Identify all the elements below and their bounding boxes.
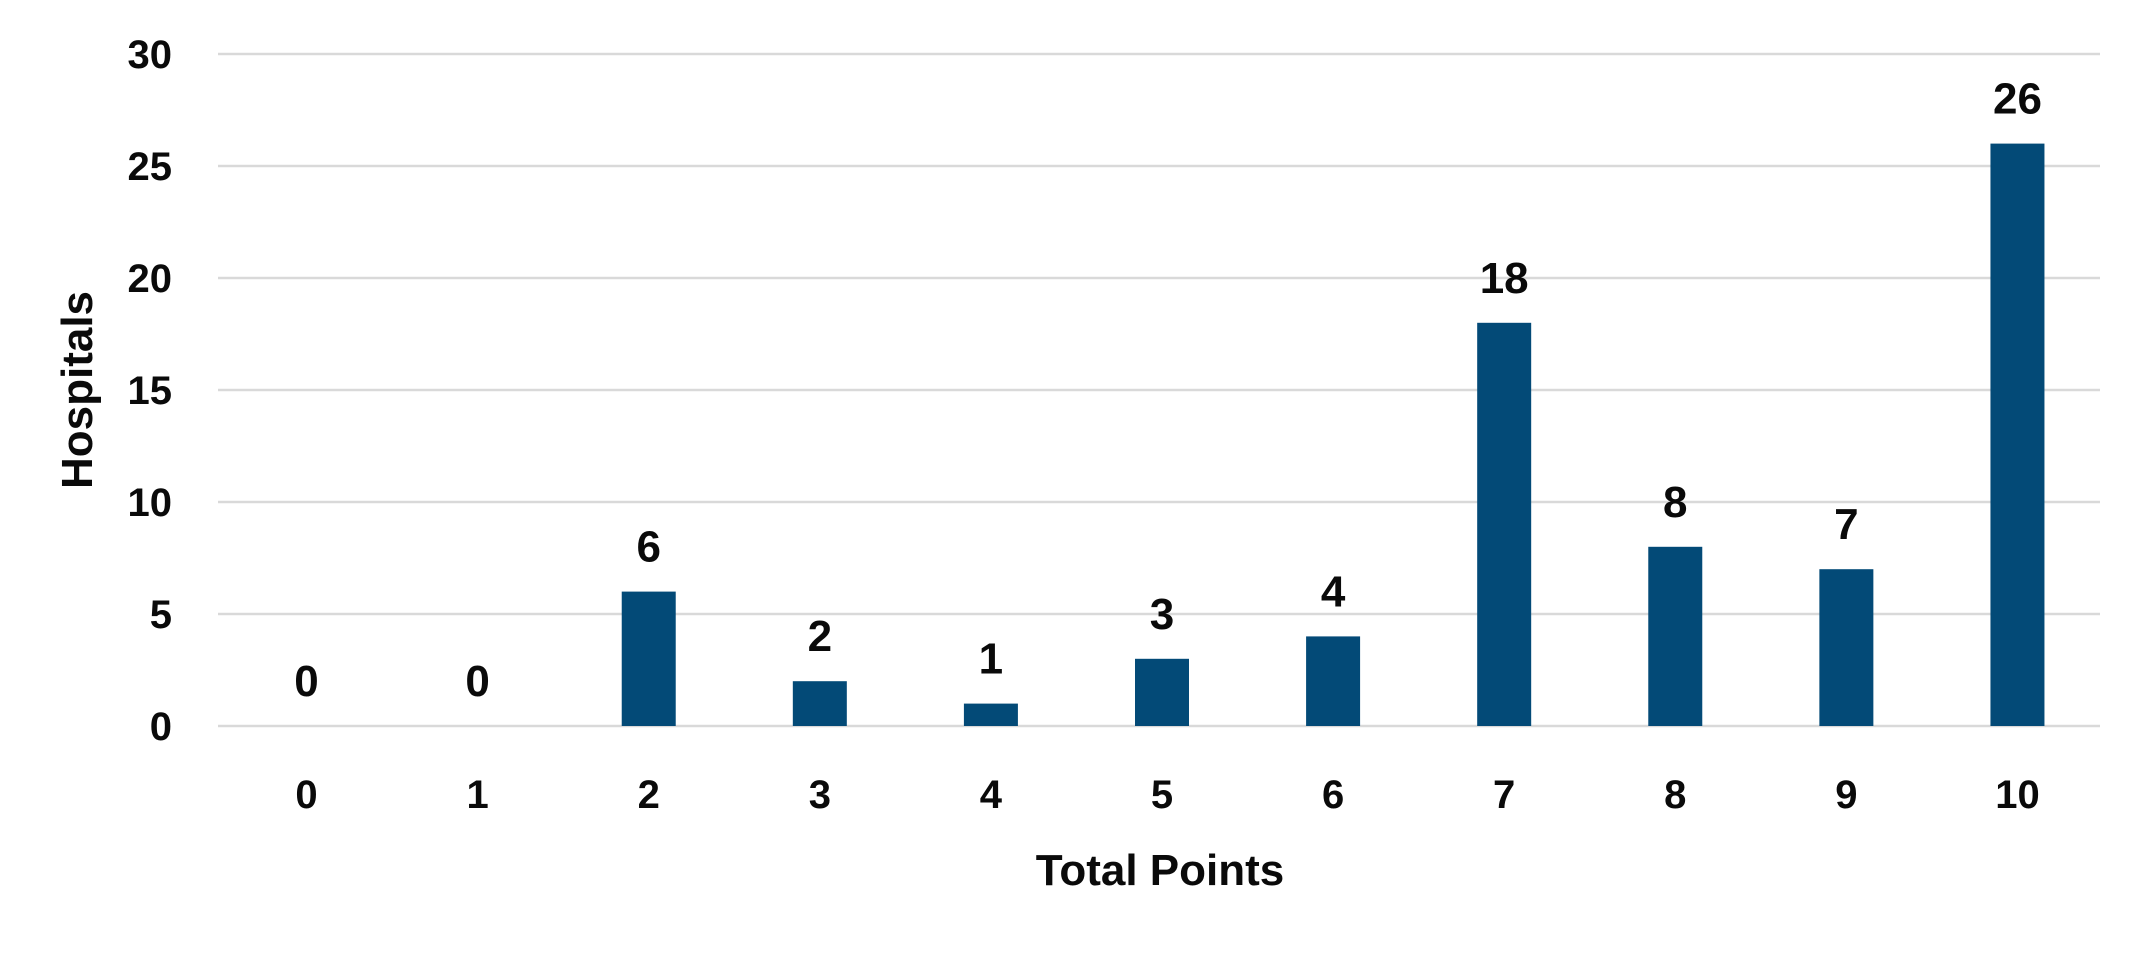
data-label: 7	[1834, 500, 1858, 549]
data-label: 3	[1150, 590, 1174, 639]
data-label: 18	[1480, 254, 1529, 303]
data-labels: 0 0 6 2 1 3 4 18 8 7 26	[294, 75, 2042, 706]
data-label: 0	[465, 657, 489, 706]
gridlines	[218, 52, 2100, 728]
x-tick-label: 5	[1151, 773, 1173, 817]
x-tick-label: 10	[1995, 773, 2040, 817]
bar	[621, 591, 676, 726]
bar	[1477, 322, 1532, 726]
x-tick-label: 4	[980, 773, 1003, 817]
x-axis-title: Total Points	[1036, 846, 1285, 895]
data-label: 8	[1663, 478, 1687, 527]
x-tick-label: 0	[295, 773, 317, 817]
bar	[963, 703, 1018, 726]
bar	[792, 681, 847, 726]
bars	[621, 143, 2045, 727]
x-tick-label: 3	[809, 773, 831, 817]
y-tick-label: 0	[150, 705, 172, 749]
bar	[1819, 569, 1874, 726]
x-tick-label: 8	[1664, 773, 1686, 817]
bar	[1648, 546, 1703, 726]
x-tick-label: 9	[1835, 773, 1857, 817]
x-axis-ticks: 0 1 2 3 4 5 6 7 8 9 10	[295, 773, 2039, 817]
y-tick-label: 15	[128, 369, 173, 413]
x-tick-label: 2	[638, 773, 660, 817]
data-label: 4	[1321, 567, 1346, 616]
y-tick-label: 25	[128, 145, 173, 189]
y-tick-label: 30	[128, 33, 173, 77]
data-label: 2	[808, 612, 832, 661]
data-label: 1	[979, 635, 1003, 684]
x-tick-label: 7	[1493, 773, 1515, 817]
y-axis-ticks: 0 5 10 15 20 25 30	[128, 33, 173, 749]
bar	[1135, 658, 1189, 726]
bar	[1990, 143, 2045, 727]
x-tick-label: 1	[467, 773, 489, 817]
y-axis-title: Hospitals	[53, 291, 102, 489]
data-label: 26	[1993, 75, 2042, 124]
x-tick-label: 6	[1322, 773, 1344, 817]
data-label: 6	[636, 523, 660, 572]
bar	[1306, 636, 1361, 726]
y-tick-label: 5	[150, 593, 172, 637]
data-label: 0	[294, 657, 318, 706]
y-tick-label: 10	[128, 481, 173, 525]
y-tick-label: 20	[128, 257, 173, 301]
